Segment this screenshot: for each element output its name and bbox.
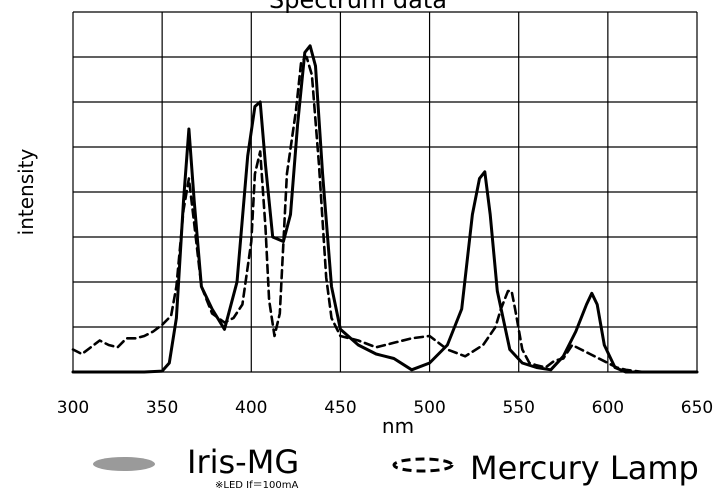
x-tick-label-650: 650 xyxy=(681,398,713,418)
x-tick-label-400: 400 xyxy=(235,398,267,418)
y-axis-label: intensity xyxy=(14,148,38,235)
series-lines xyxy=(71,44,699,374)
x-tick-labels: 300 350 400 450 500 550 600 650 xyxy=(57,398,713,418)
series-line-mercury-lamp xyxy=(71,55,699,374)
grid xyxy=(72,11,698,373)
x-tick-label-450: 450 xyxy=(324,398,356,418)
legend-label-iris-mg: Iris-MG xyxy=(187,443,299,481)
legend-note-iris-mg: ※LED If＝100mA xyxy=(215,480,298,491)
x-tick-label-350: 350 xyxy=(146,398,178,418)
series-line-iris-mg xyxy=(71,44,699,374)
legend-swatch-iris-mg xyxy=(93,457,155,471)
x-tick-label-500: 500 xyxy=(413,398,445,418)
legend-label-mercury-lamp: Mercury Lamp xyxy=(470,449,699,487)
x-axis-label: nm xyxy=(382,414,414,438)
chart-title: Spectrum data xyxy=(269,0,447,14)
x-tick-label-550: 550 xyxy=(502,398,534,418)
legend: Iris-MG ※LED If＝100mA Mercury Lamp xyxy=(93,443,699,491)
legend-swatch-mercury-lamp xyxy=(392,457,454,473)
x-tick-label-300: 300 xyxy=(57,398,89,418)
x-tick-label-600: 600 xyxy=(592,398,624,418)
